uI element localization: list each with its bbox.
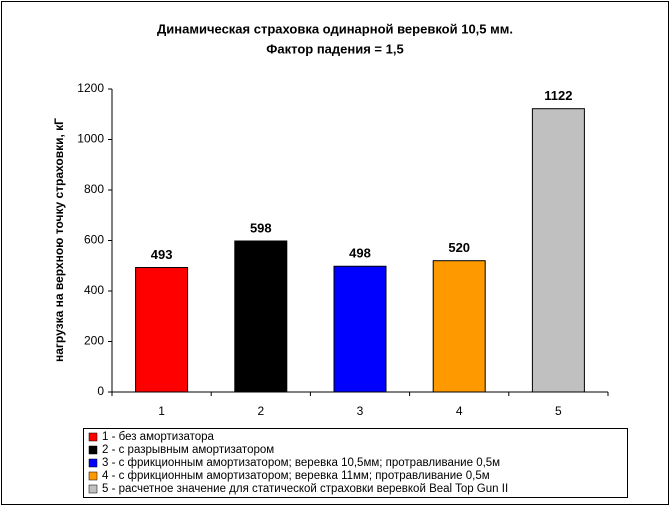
bar bbox=[432, 260, 486, 393]
chart-title: Динамическая страховка одинарной веревко… bbox=[157, 21, 513, 36]
chart-subtitle: Фактор падения = 1,5 bbox=[266, 41, 403, 56]
y-tick-label: 400 bbox=[84, 283, 104, 297]
data-label: 598 bbox=[250, 220, 272, 235]
x-tick-label: 1 bbox=[158, 404, 165, 418]
data-label: 520 bbox=[448, 240, 470, 255]
legend-label: 5 - расчетное значение для статической с… bbox=[102, 483, 508, 495]
y-tick-label: 200 bbox=[84, 334, 104, 348]
x-tick-label: 3 bbox=[357, 404, 364, 418]
bar bbox=[531, 108, 585, 393]
y-tick-label: 800 bbox=[84, 182, 104, 196]
x-tick-label: 4 bbox=[456, 404, 463, 418]
legend-label: 1 - без амортизатора bbox=[102, 431, 215, 443]
legend-box bbox=[83, 428, 628, 498]
data-label: 493 bbox=[151, 247, 173, 262]
data-label: 1122 bbox=[544, 88, 572, 103]
y-axis-label: нагрузка на верхною точку страховки, кГ bbox=[52, 118, 66, 362]
data-label: 498 bbox=[349, 246, 371, 261]
y-tick-label: 0 bbox=[97, 384, 104, 398]
legend-label: 3 - с фрикционным амортизатором; веревка… bbox=[102, 457, 500, 469]
x-tick-label: 2 bbox=[257, 404, 264, 418]
y-tick-label: 600 bbox=[84, 233, 104, 247]
y-tick-label: 1000 bbox=[77, 132, 104, 146]
bar bbox=[234, 240, 288, 393]
legend-swatch bbox=[88, 458, 98, 468]
legend-swatch bbox=[88, 471, 98, 481]
legend-swatch bbox=[88, 484, 98, 494]
x-tick-label: 5 bbox=[555, 404, 562, 418]
legend-label: 2 - с разрывным амортизатором bbox=[102, 444, 274, 456]
legend-swatch bbox=[88, 445, 98, 455]
legend-swatch bbox=[88, 432, 98, 442]
bar bbox=[333, 265, 387, 393]
y-tick-label: 1200 bbox=[77, 81, 104, 95]
bar bbox=[135, 267, 189, 393]
legend-label: 4 - с фрикционным амортизатором; веревка… bbox=[102, 470, 490, 482]
